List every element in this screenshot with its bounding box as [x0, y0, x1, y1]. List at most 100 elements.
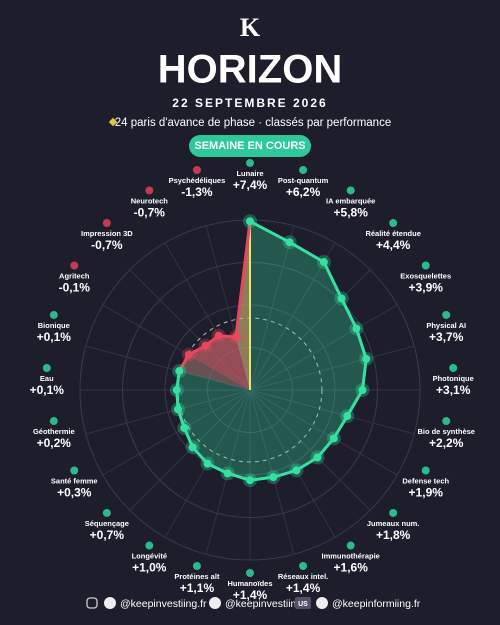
point — [223, 469, 232, 478]
icon — [442, 310, 451, 319]
point — [188, 443, 197, 452]
category-label: Immunothérapie — [322, 552, 380, 561]
value-label: +3,9% — [409, 281, 444, 295]
icon — [246, 159, 254, 167]
category-label: Photonique — [433, 374, 474, 383]
badge — [189, 135, 311, 157]
value-label: +1,6% — [334, 561, 369, 575]
country: US — [298, 601, 308, 608]
negative-wedge — [218, 221, 250, 390]
icon — [346, 541, 355, 550]
edge — [249, 219, 291, 244]
footer: @keepinvestiing.fr @keepinvestiing US @k… — [86, 597, 421, 610]
title: HORIZON — [158, 48, 342, 92]
spoke — [205, 225, 251, 391]
icon — [449, 364, 458, 372]
point — [231, 332, 240, 341]
value-label: +1,9% — [409, 486, 444, 500]
spoke — [249, 304, 398, 391]
icon — [299, 165, 308, 174]
spoke — [85, 389, 251, 435]
spoke — [249, 389, 371, 511]
point — [358, 386, 367, 394]
point — [329, 434, 338, 443]
icon — [145, 186, 154, 195]
spoke — [249, 225, 295, 391]
category-label: Bionique — [38, 321, 70, 330]
value-label: +5,8% — [334, 206, 369, 220]
category-label: Réalité étendue — [365, 229, 420, 238]
spoke — [249, 389, 415, 435]
edge — [316, 437, 335, 459]
value-label: +3,1% — [436, 383, 471, 397]
category-label: Post-quantum — [278, 176, 329, 185]
spoke — [249, 269, 371, 391]
category-label: Impression 3D — [81, 229, 133, 238]
point — [214, 331, 223, 340]
edge — [355, 328, 368, 360]
category-label: Eau — [40, 374, 54, 383]
icon — [442, 417, 451, 426]
point — [203, 459, 212, 468]
logo-icon — [104, 597, 116, 609]
category-label: IA embarquée — [326, 196, 375, 205]
point — [362, 354, 371, 363]
category-label: Protéines alt — [174, 572, 220, 581]
category-label: Réseaux intel. — [278, 572, 328, 581]
value-label: +0,7% — [90, 528, 125, 542]
value-label: +0,2% — [37, 436, 72, 450]
icon — [192, 562, 201, 571]
value-label: +3,7% — [429, 330, 464, 344]
icon — [421, 261, 430, 270]
point — [246, 217, 254, 226]
point — [175, 367, 184, 376]
diamond-icon — [108, 117, 118, 127]
value-label: +4,4% — [376, 238, 411, 252]
category-label: Agritech — [59, 271, 90, 280]
edge — [295, 456, 319, 472]
subtitle: 24 paris d'avance de phase · classés par… — [115, 117, 391, 129]
date: 22 SEPTEMBRE 2026 — [172, 96, 327, 110]
point — [337, 294, 346, 303]
edge — [360, 358, 368, 391]
spoke — [249, 389, 295, 555]
negative-wedge — [205, 335, 250, 390]
icon — [49, 417, 58, 426]
point — [313, 453, 322, 462]
spoke — [249, 242, 336, 391]
category-label: Géothermie — [33, 427, 75, 436]
spoke — [249, 389, 336, 538]
value-label: +1,4% — [233, 588, 268, 602]
icon — [389, 508, 398, 517]
point — [292, 466, 301, 475]
point — [201, 341, 210, 350]
value-label: +2,2% — [429, 436, 464, 450]
icon — [421, 466, 430, 475]
icon — [49, 310, 58, 319]
point — [285, 238, 294, 247]
edge — [234, 221, 252, 338]
value-label: +0,3% — [57, 486, 92, 500]
value-label: +0,1% — [37, 330, 72, 344]
point — [319, 258, 328, 267]
value-label: +1,8% — [376, 528, 411, 542]
value-label: +6,2% — [286, 185, 321, 199]
logo-icon — [209, 597, 221, 609]
footer-handle: @keepinvestiing — [225, 598, 302, 610]
category-label: Psychédéliques — [169, 176, 226, 185]
icon — [70, 261, 79, 270]
category-label: Santé femme — [51, 476, 98, 485]
spoke — [85, 345, 251, 391]
point — [172, 386, 181, 394]
edge — [288, 240, 325, 264]
value-label: +1,1% — [180, 581, 215, 595]
point — [174, 405, 183, 414]
country-badge — [295, 597, 311, 609]
value-label: +7,4% — [233, 178, 268, 192]
logo-icon — [316, 597, 328, 609]
edge — [340, 297, 358, 330]
negative-wedge — [179, 345, 250, 390]
point — [246, 476, 254, 485]
highlight-wedge — [235, 221, 250, 390]
